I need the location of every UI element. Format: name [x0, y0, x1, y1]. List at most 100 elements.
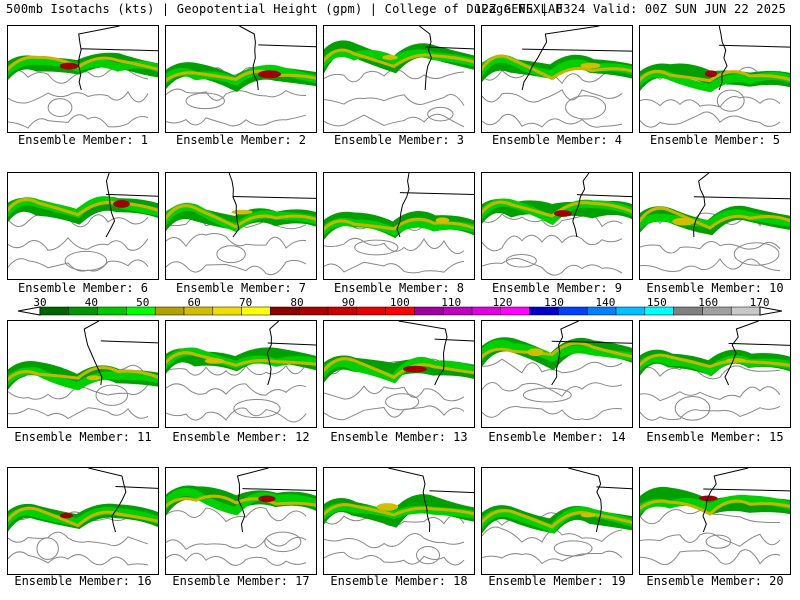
- member-label: Ensemble Member: 10: [646, 281, 784, 295]
- height-contour: [354, 239, 399, 256]
- map-plot: [166, 468, 316, 566]
- jet-max: [403, 365, 427, 373]
- ensemble-member-map: [481, 172, 633, 280]
- isotach-band: [166, 351, 316, 367]
- isotach-band: [8, 506, 158, 527]
- border-line: [429, 490, 474, 494]
- height-contour: [8, 407, 149, 420]
- member-label: Ensemble Member: 19: [488, 574, 626, 588]
- ensemble-member-map: [481, 467, 633, 575]
- height-contour: [640, 241, 781, 254]
- colorbar-tick-label: 140: [595, 296, 616, 309]
- height-contour: [8, 531, 149, 547]
- jet-max: [580, 62, 601, 69]
- member-label: Ensemble Member: 3: [333, 133, 465, 147]
- coastline: [228, 173, 240, 238]
- coastline: [396, 173, 410, 238]
- height-contour: [385, 393, 420, 411]
- colorbar-tick-label: 90: [341, 296, 356, 309]
- ensemble-member-map: [481, 25, 633, 133]
- coastline: [266, 321, 280, 386]
- colorbar-tick-label: 30: [33, 296, 47, 309]
- height-contour: [166, 363, 307, 376]
- isotach-band: [640, 499, 790, 516]
- height-contour: [166, 407, 307, 423]
- isotach-band: [8, 198, 158, 217]
- coastline: [551, 321, 579, 386]
- height-contour: [95, 384, 129, 406]
- isotach-band: [640, 209, 790, 229]
- colorbar-tick-label: 160: [698, 296, 719, 309]
- jet-max: [231, 209, 253, 215]
- height-contour: [8, 551, 149, 566]
- border-line: [232, 195, 316, 199]
- jet-max: [204, 358, 225, 364]
- height-contour: [427, 106, 454, 122]
- member-label: Ensemble Member: 6: [17, 281, 149, 295]
- border-line: [434, 338, 474, 342]
- height-contour: [505, 253, 537, 268]
- member-label: Ensemble Member: 20: [646, 574, 784, 588]
- height-contour: [482, 257, 623, 276]
- isotach-band: [324, 503, 474, 517]
- map-plot: [482, 26, 632, 128]
- border-line: [115, 485, 158, 489]
- height-contour: [482, 406, 623, 421]
- height-contour: [674, 395, 711, 421]
- height-contour: [705, 534, 732, 549]
- map-plot: [640, 468, 790, 566]
- height-contour: [640, 532, 781, 547]
- border-line: [81, 48, 158, 52]
- ensemble-member-map: [323, 320, 475, 428]
- height-contour: [640, 96, 781, 108]
- ensemble-member-map: [639, 467, 791, 575]
- member-label: Ensemble Member: 11: [14, 430, 152, 444]
- height-contour: [166, 552, 307, 566]
- ensemble-member-map: [323, 25, 475, 133]
- height-contour: [416, 545, 441, 565]
- ensemble-member-map: [639, 25, 791, 133]
- border-line: [719, 44, 790, 48]
- border-line: [551, 340, 632, 344]
- ensemble-member-map: [639, 172, 791, 280]
- isotach-band: [324, 48, 474, 69]
- border-line: [596, 486, 632, 490]
- map-plot: [166, 173, 316, 276]
- header-run-info: 12Z GEFS | F324 Valid: 00Z SUN JUN 22 20…: [474, 2, 786, 16]
- height-contour: [482, 358, 623, 374]
- jet-max: [553, 210, 572, 217]
- coastline: [83, 321, 103, 386]
- height-contour: [324, 385, 465, 402]
- member-label: Ensemble Member: 12: [172, 430, 310, 444]
- height-contour: [733, 242, 780, 266]
- height-contour: [482, 550, 623, 565]
- height-contour: [64, 250, 108, 271]
- isotach-band: [324, 217, 474, 232]
- coastline: [693, 173, 710, 238]
- map-plot: [8, 468, 158, 566]
- jet-max: [59, 512, 73, 519]
- height-contour: [166, 114, 307, 127]
- height-contour: [640, 549, 781, 566]
- colorbar-arrow: [759, 306, 783, 316]
- isotach-band: [166, 69, 316, 83]
- height-contour: [640, 258, 781, 272]
- member-label: Ensemble Member: 17: [172, 574, 310, 588]
- height-contour: [482, 213, 623, 228]
- map-plot: [482, 468, 632, 565]
- coastline: [568, 468, 602, 533]
- jet-max: [527, 348, 544, 357]
- coastline: [718, 26, 728, 91]
- member-label: Ensemble Member: 14: [488, 430, 626, 444]
- jet-max: [580, 512, 595, 518]
- ensemble-member-map: [481, 320, 633, 428]
- ensemble-member-map: [165, 25, 317, 133]
- ensemble-member-map: [7, 172, 159, 280]
- map-plot: [640, 173, 790, 272]
- colorbar-tick-label: 120: [492, 296, 513, 309]
- jet-max: [86, 375, 102, 381]
- height-contour: [8, 258, 149, 272]
- map-plot: [482, 173, 632, 276]
- jet-max: [699, 495, 718, 502]
- ensemble-member-map: [7, 25, 159, 133]
